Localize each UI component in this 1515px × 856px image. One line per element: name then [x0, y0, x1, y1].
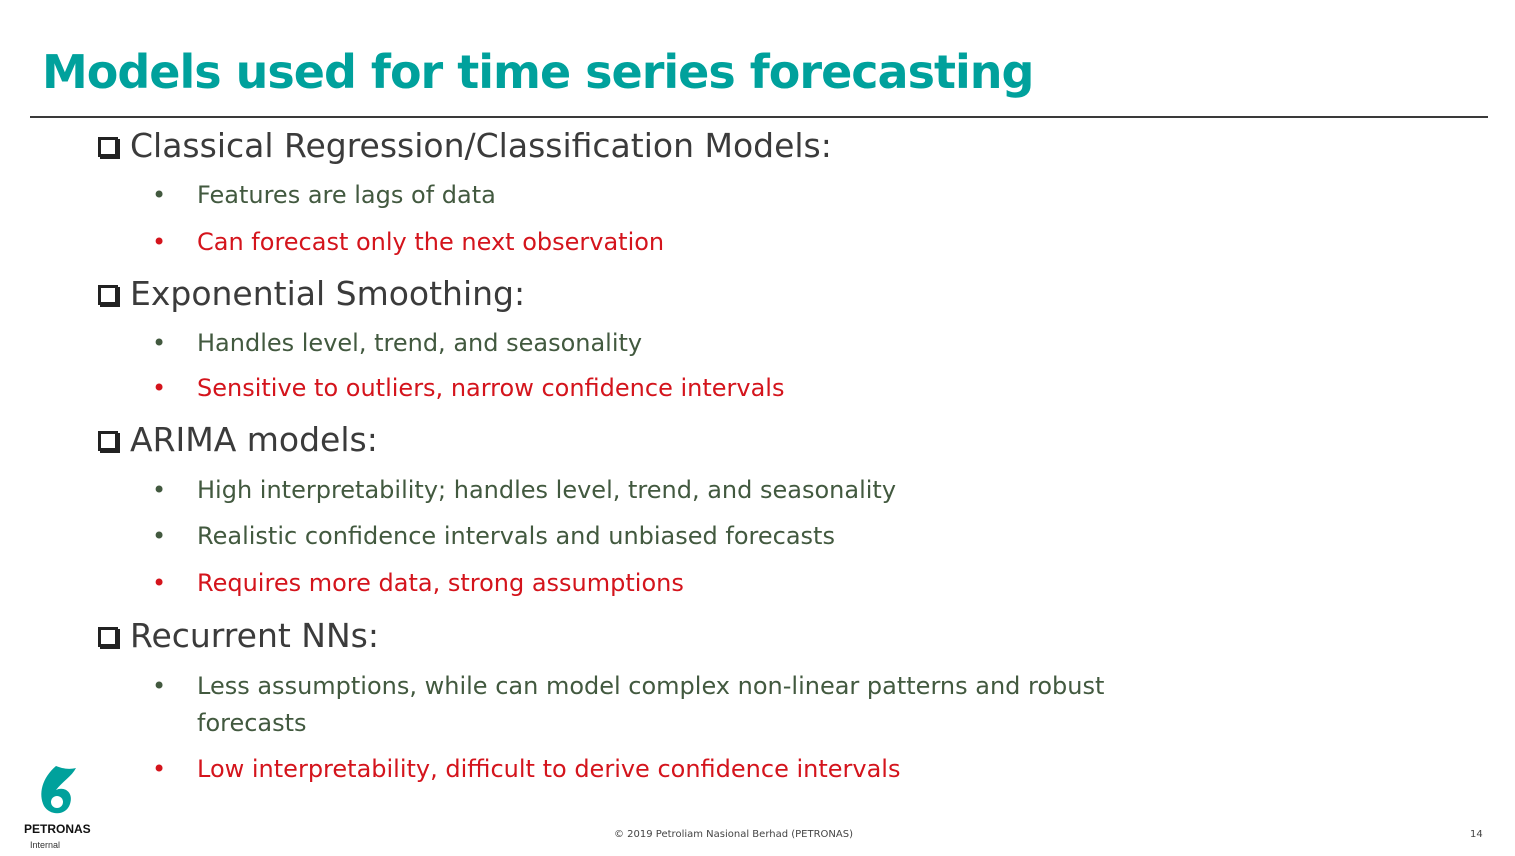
bullet-dot-icon: •: [152, 565, 172, 602]
section-heading: Classical Regression/Classification Mode…: [98, 126, 832, 166]
logo-text: PETRONAS: [24, 822, 91, 836]
section-heading-text: Exponential Smoothing:: [130, 274, 525, 314]
copyright-footer: © 2019 Petroliam Nasional Berhad (PETRON…: [614, 829, 853, 840]
bullet-text: Low interpretability, difficult to deriv…: [197, 751, 900, 788]
section-heading: Recurrent NNs:: [98, 616, 379, 656]
section-heading-text: Recurrent NNs:: [130, 616, 379, 656]
bullet-text: Less assumptions, while can model comple…: [197, 668, 1104, 705]
bullet-text: Features are lags of data: [197, 177, 496, 214]
bullet-text: Realistic confidence intervals and unbia…: [197, 518, 835, 555]
bullet-text: Handles level, trend, and seasonality: [197, 325, 642, 362]
section-heading-text: ARIMA models:: [130, 420, 378, 460]
bullet-dot-icon: •: [152, 472, 172, 509]
section-heading-text: Classical Regression/Classification Mode…: [130, 126, 832, 166]
bullet-dot-icon: •: [152, 370, 172, 407]
bullet-dot-icon: •: [152, 224, 172, 261]
bullet-text: Sensitive to outliers, narrow confidence…: [197, 370, 784, 407]
bullet-text: Requires more data, strong assumptions: [197, 565, 684, 602]
petronas-logo-icon: [28, 760, 84, 820]
bullet-text: forecasts: [197, 705, 307, 742]
section-heading: Exponential Smoothing:: [98, 274, 525, 314]
checkbox-bullet-icon: [98, 627, 118, 647]
title-divider: [30, 116, 1488, 118]
checkbox-bullet-icon: [98, 137, 118, 157]
classification-label: Internal: [30, 840, 60, 850]
bullet-dot-icon: •: [152, 668, 172, 705]
section-heading: ARIMA models:: [98, 420, 378, 460]
slide-title: Models used for time series forecasting: [42, 42, 1033, 102]
checkbox-bullet-icon: [98, 285, 118, 305]
bullet-dot-icon: •: [152, 325, 172, 362]
bullet-text: High interpretability; handles level, tr…: [197, 472, 896, 509]
bullet-dot-icon: •: [152, 518, 172, 555]
bullet-dot-icon: •: [152, 177, 172, 214]
page-number: 14: [1470, 829, 1483, 840]
bullet-text: Can forecast only the next observation: [197, 224, 664, 261]
checkbox-bullet-icon: [98, 431, 118, 451]
bullet-dot-icon: •: [152, 751, 172, 788]
